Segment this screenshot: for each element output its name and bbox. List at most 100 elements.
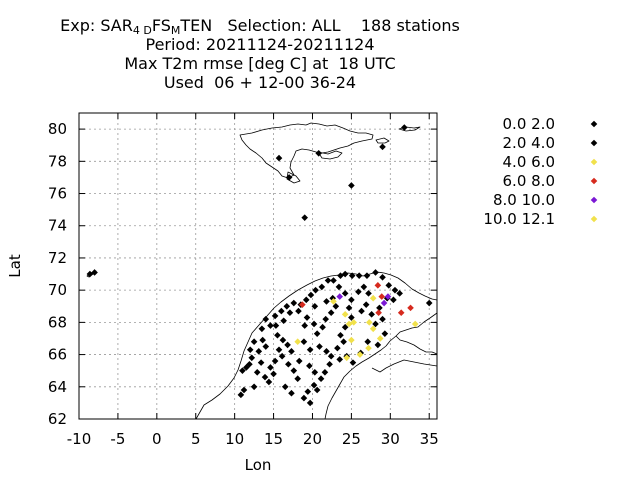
- data-point-series-2: [356, 351, 364, 358]
- legend-label: 2.0 4.0: [503, 134, 555, 152]
- x-axis-label: Lon: [245, 456, 272, 474]
- data-point-series-0: [391, 286, 399, 294]
- data-point-series-4: [380, 299, 388, 307]
- data-point-series-0: [262, 315, 270, 323]
- data-point-series-0: [322, 315, 330, 323]
- chart-title: Exp: SAR4 DFSMTEN Selection: ALL 188 sta…: [20, 16, 500, 92]
- data-point-series-0: [334, 344, 341, 352]
- data-point-series-0: [275, 154, 283, 162]
- data-point-series-0: [300, 394, 308, 402]
- data-point-series-0: [279, 336, 287, 344]
- data-point-series-0: [274, 331, 281, 339]
- y-tick-label: 62: [48, 410, 67, 428]
- x-tick-label: 30: [381, 430, 400, 448]
- data-point-series-0: [341, 270, 349, 278]
- data-point-series-0: [304, 388, 312, 395]
- data-point-series-0: [243, 364, 250, 371]
- data-point-series-0: [295, 357, 303, 365]
- legend-label: 6.0 8.0: [503, 172, 555, 190]
- data-point-series-0: [348, 296, 355, 304]
- data-point-series-0: [91, 269, 98, 276]
- data-point-series-2: [411, 320, 419, 328]
- legend-label: 0.0 2.0: [503, 115, 555, 133]
- data-point-series-0: [290, 299, 298, 307]
- legend-label: 8.0 10.0: [493, 191, 555, 209]
- data-point-series-0: [319, 323, 326, 331]
- data-point-series-0: [316, 343, 323, 350]
- axis-ticks: -10 -5 0 5 10 15 20 25 30 35 62 64 66 68 70 72 74 76 78 80: [48, 113, 439, 448]
- x-tick-label: -10: [67, 430, 92, 448]
- data-point-series-0: [258, 325, 266, 333]
- data-point-series-0: [337, 331, 344, 339]
- data-point-series-0: [306, 362, 313, 370]
- data-point-series-4: [384, 293, 392, 300]
- y-tick-label: 66: [48, 346, 67, 364]
- data-point-series-0: [306, 346, 314, 354]
- y-tick-label: 72: [48, 249, 67, 267]
- data-point-series-0: [295, 307, 302, 315]
- data-point-series-0: [259, 336, 266, 344]
- x-tick-label: -5: [110, 430, 125, 448]
- x-tick-label: 25: [342, 430, 361, 448]
- x-tick-label: 5: [191, 430, 201, 448]
- coastline-kvitoya: [375, 137, 390, 144]
- data-point-series-0: [281, 383, 289, 391]
- coastline-svalbard-east: [317, 150, 343, 160]
- y-tick-label: 76: [48, 185, 67, 203]
- data-point-series-0: [261, 373, 269, 381]
- data-point-series-0: [355, 272, 363, 279]
- data-point-series-0: [262, 343, 270, 350]
- data-point-series-0: [335, 283, 343, 291]
- data-point-series-0: [313, 330, 321, 337]
- plot-frame: [78, 112, 438, 420]
- data-point-series-0: [275, 346, 283, 354]
- y-axis-label: Lat: [6, 254, 24, 278]
- data-point-series-0: [270, 370, 277, 378]
- data-point-series-0: [294, 375, 301, 383]
- coastline-svalbard: [239, 122, 374, 179]
- data-point-series-5: [350, 319, 358, 326]
- data-point-series-0: [425, 299, 433, 307]
- title-line-4: Used 06 + 12-00 36-24: [163, 73, 357, 92]
- coastline-map: [86, 122, 438, 420]
- title-line-1: Exp: SAR4 DFSMTEN Selection: ALL 188 sta…: [20, 16, 500, 37]
- data-point-series-0: [379, 273, 386, 281]
- data-point-series-0: [379, 143, 386, 151]
- data-point-series-0: [348, 182, 355, 189]
- x-tick-label: 35: [420, 430, 439, 448]
- y-tick-label: 64: [48, 378, 67, 396]
- title-line-1-subscript-2: M: [170, 24, 181, 37]
- data-point-series-0: [285, 360, 292, 368]
- data-point-series-2: [348, 336, 355, 344]
- data-point-series-0: [248, 354, 256, 362]
- data-point-series-3: [299, 301, 306, 308]
- data-point-series-3: [375, 309, 382, 317]
- data-point-series-0: [390, 296, 397, 304]
- data-point-series-0: [374, 341, 382, 349]
- data-point-series-0: [341, 323, 349, 331]
- data-point-series-0: [257, 359, 265, 366]
- data-point-series-3: [378, 293, 386, 300]
- data-point-series-0: [362, 301, 370, 308]
- data-point-series-0: [372, 269, 379, 276]
- data-point-series-0: [360, 283, 368, 291]
- title-line-1-middle: FS: [151, 16, 171, 35]
- data-point-series-2: [330, 298, 337, 305]
- x-tick-label: 0: [152, 430, 162, 448]
- y-tick-label: 78: [48, 152, 67, 170]
- data-point-series-0: [363, 272, 371, 279]
- data-point-series-2: [365, 344, 372, 352]
- data-point-series-0: [315, 149, 323, 157]
- data-point-series-2: [343, 354, 351, 362]
- data-point-series-0: [385, 282, 393, 289]
- data-point-series-0: [278, 307, 285, 315]
- data-point-series-0: [250, 338, 258, 345]
- data-point-series-0: [267, 364, 274, 371]
- data-point-series-0: [267, 322, 274, 329]
- y-tick-label: 74: [48, 217, 67, 235]
- data-point-series-0: [239, 367, 246, 374]
- data-point-series-4: [336, 293, 344, 300]
- x-tick-label: 20: [303, 430, 322, 448]
- legend-marker: [590, 215, 598, 223]
- data-point-series-0: [306, 399, 314, 407]
